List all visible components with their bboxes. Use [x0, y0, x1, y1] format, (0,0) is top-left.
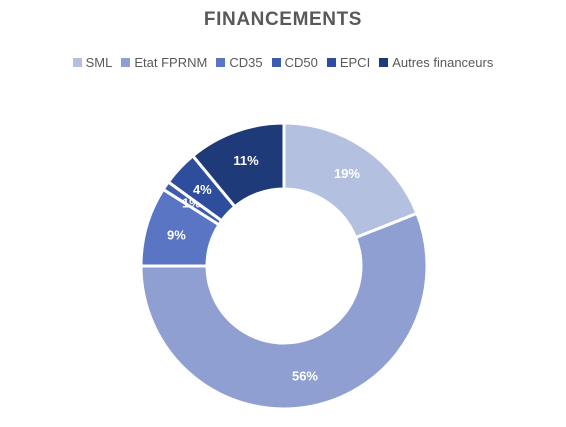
legend-label: CD35 [229, 55, 263, 70]
legend-label: EPCI [339, 55, 371, 70]
legend-swatch [271, 58, 281, 67]
legend-swatch [379, 58, 389, 67]
legend-label: Etat FPRNM [134, 55, 208, 70]
legend-label: CD50 [284, 55, 318, 70]
donut-slice [282, 121, 419, 240]
slice-data-label: 4% [193, 182, 212, 197]
legend-item: EPCI [326, 55, 371, 70]
legend-swatch [216, 58, 226, 67]
donut-slice [190, 121, 286, 209]
slice-data-label: 19% [334, 166, 360, 181]
legend-swatch [121, 58, 131, 67]
legend-item: CD50 [271, 55, 318, 70]
legend-item: CD35 [216, 55, 263, 70]
slice-data-label: 11% [233, 153, 259, 168]
legend-swatch [72, 58, 82, 67]
legend-label: Autres financeurs [392, 55, 494, 70]
legend-item: Autres financeurs [379, 55, 493, 70]
chart-title: FINANCEMENTS [203, 9, 363, 30]
donut-slice [139, 211, 429, 411]
legend-label: SML [85, 55, 113, 70]
legend-item: SML [72, 55, 113, 70]
legend-swatch [326, 58, 336, 67]
chart-legend: SML Etat FPRNM CD35 CD50 EPCI Autres financeu… [0, 55, 566, 70]
slice-data-label: 56% [292, 369, 318, 384]
legend-item: Etat FPRNM [121, 55, 207, 70]
slice-data-label: 9% [167, 227, 186, 242]
